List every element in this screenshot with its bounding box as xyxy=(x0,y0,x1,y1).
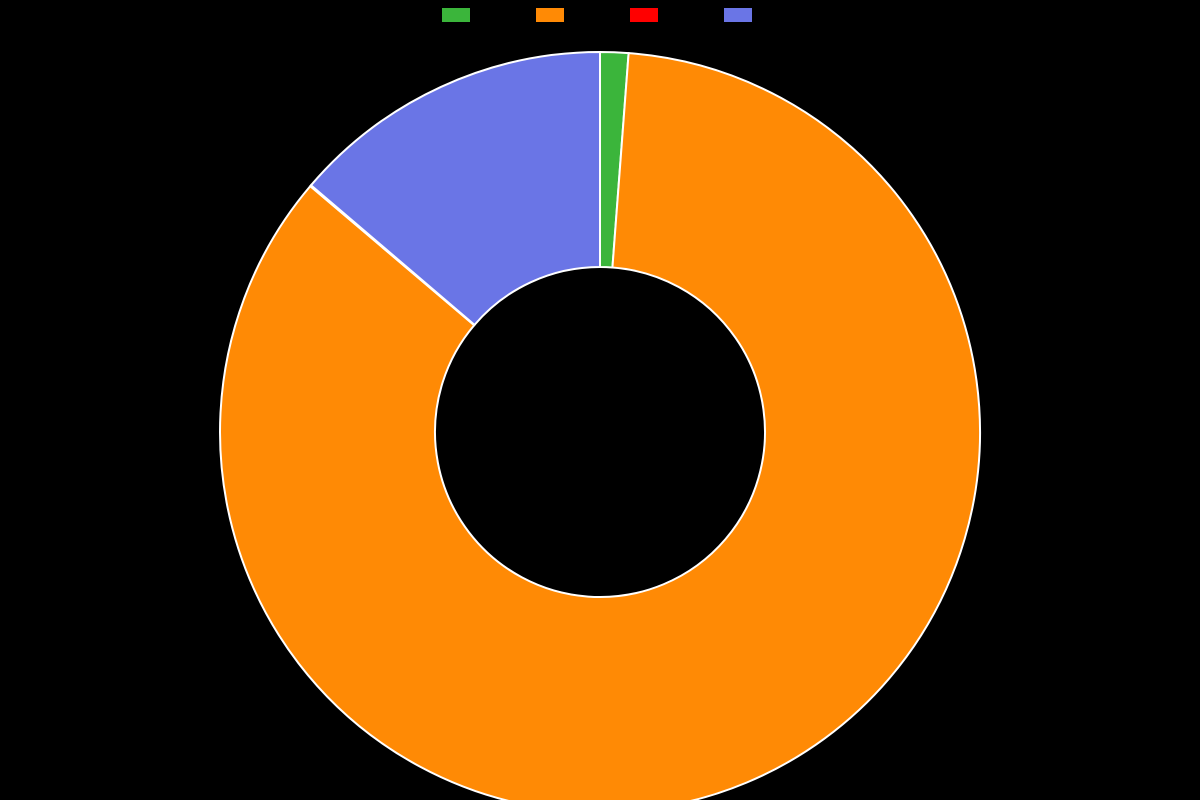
legend-item xyxy=(536,8,570,22)
legend-item xyxy=(630,8,664,22)
legend-item xyxy=(724,8,758,22)
legend-swatch xyxy=(630,8,658,22)
legend-swatch xyxy=(724,8,752,22)
donut-chart xyxy=(0,22,1200,800)
legend-swatch xyxy=(442,8,470,22)
legend-swatch xyxy=(536,8,564,22)
legend-item xyxy=(442,8,476,22)
chart-legend xyxy=(0,0,1200,22)
